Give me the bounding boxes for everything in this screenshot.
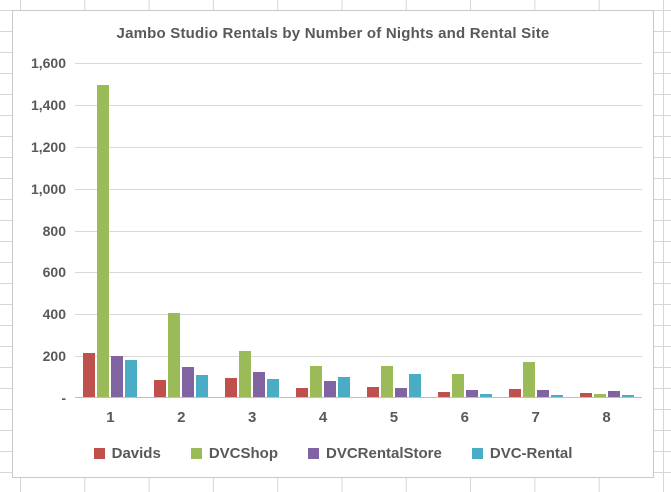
bar-dvcrentalstore-night-5[interactable]: [394, 388, 407, 397]
bar-groups: [75, 63, 642, 397]
y-tick-label: 600: [42, 264, 66, 281]
x-category-label: 7: [531, 409, 540, 426]
gridline: [75, 356, 642, 358]
bar-dvcrentalstore-night-6[interactable]: [465, 390, 478, 397]
bar-dvcshop-night-4[interactable]: [310, 366, 323, 397]
bar-dvcshop-night-5[interactable]: [380, 366, 393, 397]
y-tick-label: 1,400: [30, 96, 66, 113]
legend-swatch-icon: [308, 448, 319, 459]
bar-dvcshop-night-2[interactable]: [168, 313, 181, 397]
bar-dvcrentalstore-night-8[interactable]: [607, 391, 620, 397]
x-category-label: 5: [389, 409, 399, 426]
bar-dvc-rental-night-8[interactable]: [621, 395, 634, 397]
y-tick-label: 1,200: [30, 138, 66, 155]
bar-group-night-5: [359, 63, 430, 397]
bar-davids-night-8[interactable]: [579, 393, 592, 397]
x-axis: 1 2 3 4 5 6 7 8: [75, 409, 642, 429]
bar-group-night-4: [288, 63, 359, 397]
bar-dvc-rental-night-6[interactable]: [479, 394, 492, 397]
bar-group-night-3: [217, 63, 288, 397]
bar-dvcshop-night-6[interactable]: [451, 374, 464, 397]
gridline: [75, 146, 642, 148]
bar-dvc-rental-night-5[interactable]: [408, 374, 421, 397]
chart[interactable]: Jambo Studio Rentals by Number of Nights…: [12, 10, 654, 478]
bar-dvc-rental-night-3[interactable]: [267, 379, 280, 397]
bar-dvcrentalstore-night-2[interactable]: [182, 367, 195, 397]
bar-dvcshop-night-7[interactable]: [522, 362, 535, 397]
legend-item-dvc-rental[interactable]: DVC-Rental: [471, 445, 573, 462]
y-tick-label: 200: [42, 348, 66, 365]
bar-davids-night-4[interactable]: [296, 388, 309, 397]
bar-davids-night-1[interactable]: [83, 353, 96, 397]
bar-group-night-6: [429, 63, 500, 397]
bar-dvc-rental-night-2[interactable]: [196, 375, 209, 397]
bar-davids-night-6[interactable]: [437, 392, 450, 397]
x-category-label: 4: [318, 409, 328, 426]
bar-dvcrentalstore-night-4[interactable]: [324, 381, 337, 397]
bar-dvcrentalstore-night-7[interactable]: [536, 390, 549, 397]
legend-swatch-icon: [471, 448, 483, 459]
bar-dvcshop-night-3[interactable]: [239, 351, 252, 397]
bar-dvcrentalstore-night-3[interactable]: [253, 372, 266, 397]
bar-dvc-rental-night-7[interactable]: [550, 395, 563, 397]
gridline: [75, 314, 642, 316]
legend-item-davids[interactable]: Davids: [93, 445, 161, 462]
y-tick-label: 1,000: [30, 180, 66, 197]
x-category-label: 8: [602, 409, 611, 426]
y-tick-label: 400: [42, 306, 66, 323]
legend-swatch-icon: [190, 448, 202, 459]
legend: Davids DVCShop DVCRentalStore DVC-Rental: [13, 445, 653, 462]
gridline: [75, 104, 642, 106]
chart-title: Jambo Studio Rentals by Number of Nights…: [116, 25, 550, 42]
gridline: [75, 188, 642, 190]
bar-group-night-2: [146, 63, 217, 397]
bar-dvc-rental-night-4[interactable]: [338, 377, 351, 397]
x-category-label: 3: [248, 409, 257, 426]
bar-group-night-7: [500, 63, 571, 397]
x-category-label: 2: [177, 409, 186, 426]
legend-item-dvcshop[interactable]: DVCShop: [190, 445, 278, 462]
bar-davids-night-3[interactable]: [225, 378, 238, 397]
legend-swatch-icon: [93, 448, 105, 459]
bar-dvcshop-night-8[interactable]: [593, 394, 606, 397]
bar-group-night-1: [75, 63, 146, 397]
plot-area: [75, 63, 642, 398]
x-category-label: 6: [460, 409, 469, 426]
legend-label: DVCShop: [208, 445, 278, 462]
y-tick-label: -: [61, 390, 66, 406]
bar-davids-night-5[interactable]: [366, 387, 379, 397]
legend-label: DVC-Rental: [489, 445, 573, 462]
gridline: [75, 272, 642, 274]
y-tick-label: 800: [42, 222, 66, 239]
legend-label: DVCRentalStore: [326, 445, 442, 462]
x-category-label: 1: [106, 409, 115, 426]
y-tick-label: 1,600: [30, 55, 66, 71]
gridline: [75, 230, 642, 232]
bar-davids-night-7[interactable]: [508, 389, 521, 397]
bar-dvcshop-night-1[interactable]: [97, 85, 110, 397]
legend-label: Davids: [111, 445, 161, 462]
bar-dvcrentalstore-night-1[interactable]: [111, 356, 124, 397]
legend-item-dvcrentalstore[interactable]: DVCRentalStore: [308, 445, 442, 462]
gridline: [75, 63, 642, 64]
bar-dvc-rental-night-1[interactable]: [125, 360, 138, 397]
bar-davids-night-2[interactable]: [154, 380, 167, 397]
bar-group-night-8: [571, 63, 642, 397]
y-axis: 1,600 1,400 1,200 1,000 800 600 400 200 -: [13, 55, 66, 406]
